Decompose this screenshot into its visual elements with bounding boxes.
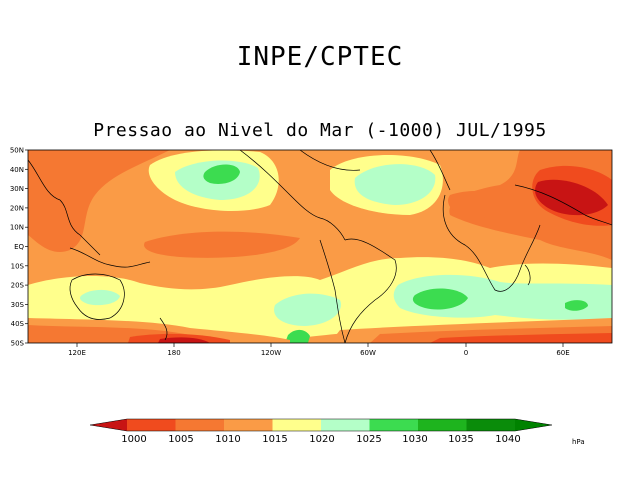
colorbar-swatch xyxy=(127,419,176,431)
colorbar-swatch xyxy=(321,419,370,431)
high-aus-1020 xyxy=(80,289,120,306)
high-satl-1025 xyxy=(412,288,468,310)
lat-label-10s: 10S xyxy=(11,262,25,270)
colorbar-label: 1010 xyxy=(215,434,240,445)
pressure-field xyxy=(28,150,612,343)
low-asia-core xyxy=(535,179,608,216)
lat-label-10n: 10N xyxy=(10,224,24,232)
colorbar: 1000 1005 1010 1015 1020 1025 1030 1035 … xyxy=(89,418,585,446)
low-west-pacific xyxy=(28,150,170,253)
colorbar-label: 1025 xyxy=(356,434,381,445)
coast-south-america-east xyxy=(344,238,397,343)
lon-label-60e: 60E xyxy=(556,349,569,357)
lon-label-120w: 120W xyxy=(261,349,281,357)
lon-label-120e: 120E xyxy=(68,349,86,357)
colorbar-swatch xyxy=(515,419,552,431)
colorbar-swatch xyxy=(466,419,515,431)
colorbar-label: 1040 xyxy=(495,434,520,445)
colorbar-label: 1035 xyxy=(448,434,473,445)
low-southern-core xyxy=(158,337,210,343)
lat-label-30s: 30S xyxy=(11,301,25,309)
lat-label-40s: 40S xyxy=(11,320,25,328)
colorbar-label: 1030 xyxy=(402,434,427,445)
lon-label-0: 0 xyxy=(464,349,468,357)
high-npac-1025 xyxy=(203,164,240,184)
coast-east-asia xyxy=(28,159,101,256)
colorbar-label: 1000 xyxy=(121,434,146,445)
coast-australia xyxy=(69,273,125,320)
lat-label-40n: 40N xyxy=(10,166,24,174)
colorbar-label: 1015 xyxy=(262,434,287,445)
low-southern-east-1000 xyxy=(430,333,612,343)
high-spac-1025 xyxy=(285,329,310,343)
lat-label-30n: 30N xyxy=(10,185,24,193)
coast-madagascar xyxy=(524,264,531,286)
lat-label-20s: 20S xyxy=(11,282,25,290)
coast-south-america-west xyxy=(319,239,346,343)
high-spac-1020 xyxy=(274,293,341,326)
colorbar-swatch xyxy=(90,419,127,431)
colorbar-swatch xyxy=(272,419,321,431)
coast-arabia-india xyxy=(514,184,612,226)
colorbar-unit: hPa xyxy=(572,438,585,446)
low-eq-pacific xyxy=(144,231,300,258)
coast-new-zealand xyxy=(159,317,168,341)
lat-label-50n: 50N xyxy=(10,147,24,155)
lat-label-20n: 20N xyxy=(10,204,24,212)
lon-axis: 120E 180 120W 60W 0 60E xyxy=(68,343,570,357)
coast-europe xyxy=(429,150,451,191)
coast-north-america xyxy=(239,150,346,241)
low-north-africa xyxy=(448,190,520,218)
high-sind-1025 xyxy=(565,300,588,311)
lon-label-60w: 60W xyxy=(360,349,376,357)
lon-label-180: 180 xyxy=(167,349,180,357)
colorbar-swatch xyxy=(418,419,467,431)
subtitle: Pressao ao Nivel do Mar (-1000) JUL/1995 xyxy=(93,120,547,141)
colorbar-swatch xyxy=(369,419,418,431)
coastlines xyxy=(28,150,612,343)
colorbar-label: 1005 xyxy=(168,434,193,445)
lat-label-50s: 50S xyxy=(11,340,25,348)
colorbar-swatch xyxy=(224,419,273,431)
colorbar-swatch xyxy=(175,419,224,431)
colorbar-outline xyxy=(89,418,553,432)
high-natl-1020 xyxy=(354,164,436,205)
coast-africa xyxy=(442,194,541,292)
title: INPE/CPTEC xyxy=(236,42,404,72)
colorbar-label: 1020 xyxy=(309,434,334,445)
coast-indonesia xyxy=(69,247,151,268)
lat-label-eq: EQ xyxy=(14,243,24,251)
coast-greenland xyxy=(299,150,361,171)
lat-axis: 50N 40N 30N 20N 10N EQ 10S 20S 30S 40S 5… xyxy=(10,147,28,348)
